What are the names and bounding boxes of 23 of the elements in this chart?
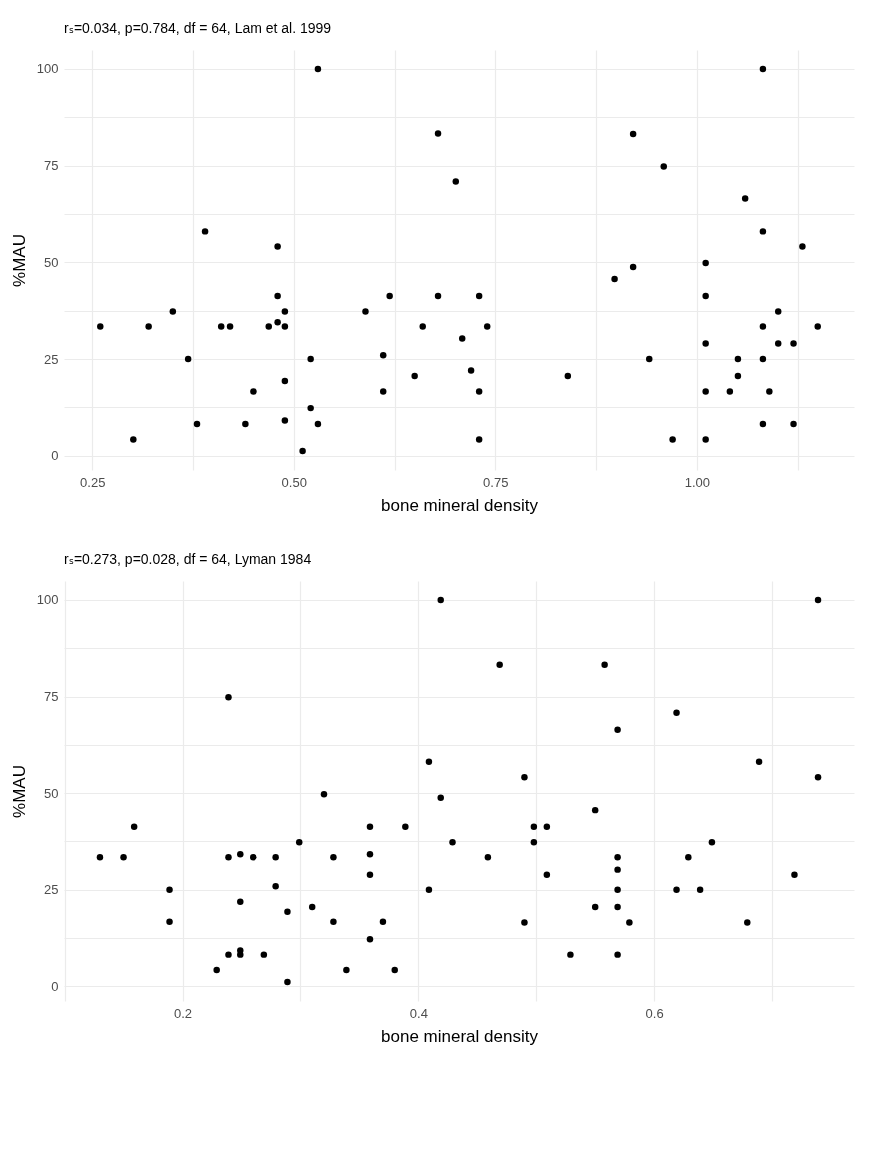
y-tick-label: 100 bbox=[36, 592, 59, 608]
x-tick-label: 0.2 bbox=[173, 1005, 193, 1021]
x-tick-label: 0.75 bbox=[483, 474, 509, 490]
x-axis-title: bone mineral density bbox=[381, 495, 539, 515]
y-tick-label: 50 bbox=[44, 254, 59, 270]
y-tick-label: 75 bbox=[44, 689, 59, 705]
y-axis-title: %MAU bbox=[9, 765, 29, 818]
x-tick-label: 0.4 bbox=[409, 1005, 428, 1021]
chart-title: rₛ=0.034, p=0.784, df = 64, Lam et al. 1999 bbox=[64, 20, 332, 36]
y-tick-label: 25 bbox=[44, 882, 59, 898]
y-axis-title: %MAU bbox=[9, 234, 29, 287]
y-tick-label: 0 bbox=[51, 448, 59, 464]
y-tick-label: 100 bbox=[36, 61, 59, 77]
x-tick-label: 1.00 bbox=[684, 474, 710, 490]
x-axis-title: bone mineral density bbox=[381, 1026, 539, 1046]
x-tick-label: 0.50 bbox=[281, 474, 307, 490]
x-tick-label: 0.6 bbox=[645, 1005, 664, 1021]
y-tick-label: 25 bbox=[44, 351, 59, 367]
chart-title: rₛ=0.273, p=0.028, df = 64, Lyman 1984 bbox=[64, 551, 312, 567]
y-tick-label: 75 bbox=[44, 158, 59, 174]
x-tick-label: 0.25 bbox=[80, 474, 106, 490]
y-tick-label: 0 bbox=[51, 978, 59, 994]
y-tick-label: 50 bbox=[44, 785, 59, 801]
